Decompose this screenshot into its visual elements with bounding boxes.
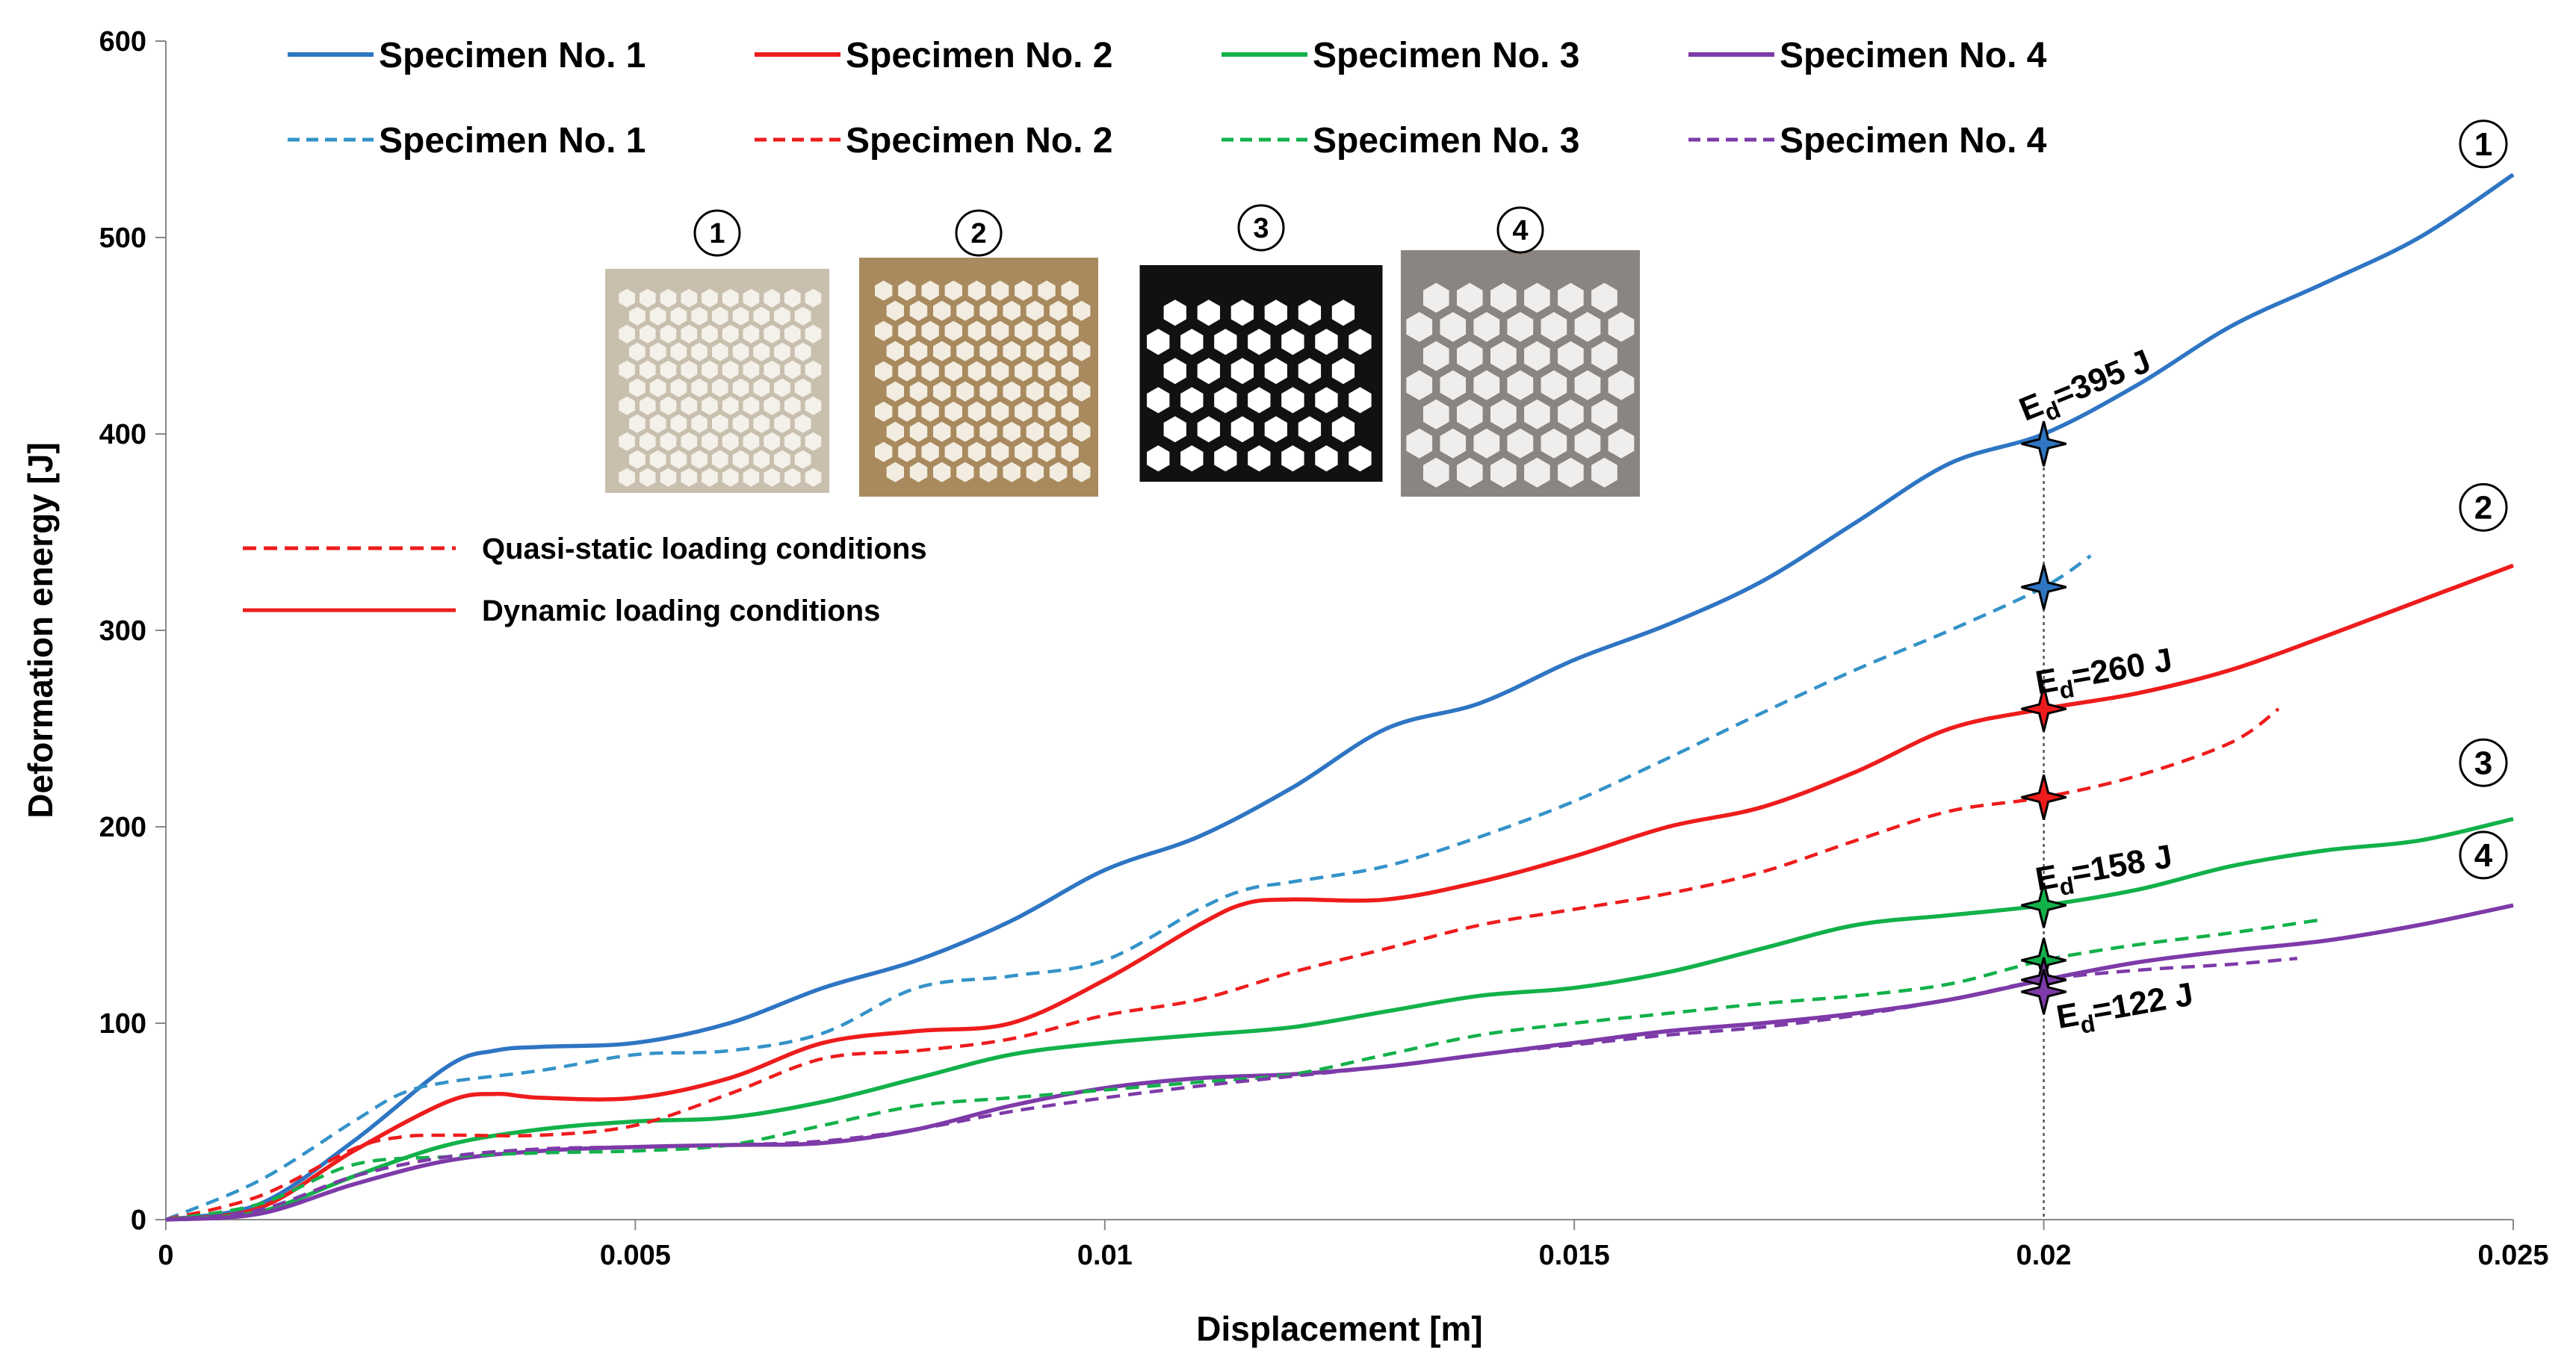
honeycomb-cells bbox=[619, 288, 822, 487]
y-axis-title: Deformation energy [J] bbox=[21, 442, 60, 819]
series-line-quasi-static-3 bbox=[165, 917, 2326, 1222]
specimen-thumbnail-2: 2 bbox=[859, 209, 1098, 497]
x-axis-title: Displacement [m] bbox=[1196, 1309, 1482, 1348]
series-line-dynamic-2 bbox=[165, 563, 2514, 1222]
star-marker bbox=[2021, 420, 2066, 467]
star-marker bbox=[2021, 882, 2066, 928]
curve-number-circle bbox=[2459, 831, 2508, 880]
curve-number-labels: 1 2 3 4 bbox=[2459, 119, 2508, 880]
legend-label: Specimen No. 2 bbox=[846, 121, 1112, 161]
thumbnail-number-circle bbox=[1237, 204, 1285, 252]
annotation-symbol: E bbox=[2054, 996, 2081, 1036]
thumbnail-number-circle bbox=[955, 209, 1003, 257]
curve-number-circle bbox=[2459, 738, 2508, 787]
curve-number-circle bbox=[2459, 482, 2508, 532]
honeycomb-cells bbox=[875, 280, 1091, 482]
legend-label: Specimen No. 4 bbox=[1780, 36, 2047, 75]
legend-label: Specimen No. 1 bbox=[379, 121, 645, 161]
axes: 0 100 200 300 400 500 600 0 0.005 0.01 0.015 0.02 0.… bbox=[99, 26, 2549, 1271]
star-marker bbox=[2021, 686, 2066, 732]
thumbnail-number-label: 2 bbox=[970, 218, 986, 249]
condition-legend: Quasi-static loading conditions Dynamic l… bbox=[243, 533, 927, 627]
x-tick-label: 0 bbox=[158, 1240, 173, 1271]
y-tick-label: 200 bbox=[99, 812, 146, 843]
thumbnail-number-label: 4 bbox=[1512, 215, 1528, 246]
legend-label: Specimen No. 4 bbox=[1780, 121, 2047, 161]
annotation-symbol: E bbox=[2033, 662, 2061, 701]
x-tick-label: 0.01 bbox=[1077, 1240, 1133, 1271]
y-tick-label: 400 bbox=[99, 419, 146, 450]
series-line-quasi-static-4 bbox=[165, 956, 2298, 1222]
star-marker bbox=[2021, 774, 2066, 820]
star-marker bbox=[2021, 969, 2066, 1015]
series-line-quasi-static-1 bbox=[165, 554, 2092, 1222]
curve-number-circle bbox=[2459, 119, 2508, 169]
legend: Specimen No. 1 Specimen No. 1 Specimen No.… bbox=[288, 36, 2047, 161]
honeycomb-cells bbox=[1406, 282, 1635, 488]
series-lines bbox=[165, 173, 2515, 1222]
x-tick-label: 0.025 bbox=[2477, 1240, 2548, 1271]
curve-number-label: 1 bbox=[2474, 126, 2492, 163]
axis-labels: Displacement [m] Deformation energy [J] bbox=[21, 442, 1483, 1348]
specimen-thumbnail-4: 4 bbox=[1401, 206, 1640, 497]
annotation-symbol: E bbox=[2033, 858, 2061, 898]
thumbnail-number-circle bbox=[693, 209, 741, 257]
markers bbox=[2021, 420, 2066, 1015]
honeycomb-cells bbox=[1147, 299, 1372, 472]
y-tick-label: 600 bbox=[99, 26, 146, 58]
x-tick-label: 0.015 bbox=[1539, 1240, 1610, 1271]
energy-annotation: Ed=122 J bbox=[2054, 976, 2197, 1043]
x-tick-label: 0.005 bbox=[600, 1240, 671, 1271]
x-tick-label: 0.02 bbox=[2016, 1240, 2072, 1271]
annotation-value: =122 J bbox=[2090, 976, 2196, 1030]
specimen-thumbnail-3: 3 bbox=[1139, 204, 1383, 482]
curve-number-label: 2 bbox=[2474, 489, 2492, 526]
star-marker bbox=[2021, 564, 2066, 610]
specimen-thumbnails: 1 2 3 4 bbox=[605, 204, 1640, 497]
curve-number-label: 4 bbox=[2474, 837, 2493, 874]
legend-label: Specimen No. 3 bbox=[1313, 121, 1579, 161]
series-line-dynamic-4 bbox=[165, 903, 2514, 1222]
specimen-thumbnail-1: 1 bbox=[605, 209, 829, 493]
legend-label: Specimen No. 1 bbox=[379, 36, 645, 75]
y-tick-label: 0 bbox=[131, 1205, 146, 1236]
y-tick-label: 100 bbox=[99, 1008, 146, 1040]
thumbnail-number-label: 1 bbox=[709, 218, 725, 249]
series-line-dynamic-3 bbox=[165, 816, 2514, 1222]
legend-label: Specimen No. 3 bbox=[1313, 36, 1579, 75]
series-line-dynamic-1 bbox=[165, 173, 2515, 1222]
legend-label: Specimen No. 2 bbox=[846, 36, 1112, 75]
curve-number-label: 3 bbox=[2474, 745, 2492, 781]
series-line-quasi-static-2 bbox=[165, 707, 2280, 1222]
condition-label: Dynamic loading conditions bbox=[482, 595, 880, 627]
energy-annotation: Ed=395 J bbox=[2014, 343, 2158, 435]
y-tick-label: 300 bbox=[99, 615, 146, 647]
condition-label: Quasi-static loading conditions bbox=[482, 533, 927, 565]
thumbnail-number-label: 3 bbox=[1253, 213, 1269, 244]
thumbnail-number-circle bbox=[1496, 206, 1544, 254]
y-tick-label: 500 bbox=[99, 223, 146, 254]
